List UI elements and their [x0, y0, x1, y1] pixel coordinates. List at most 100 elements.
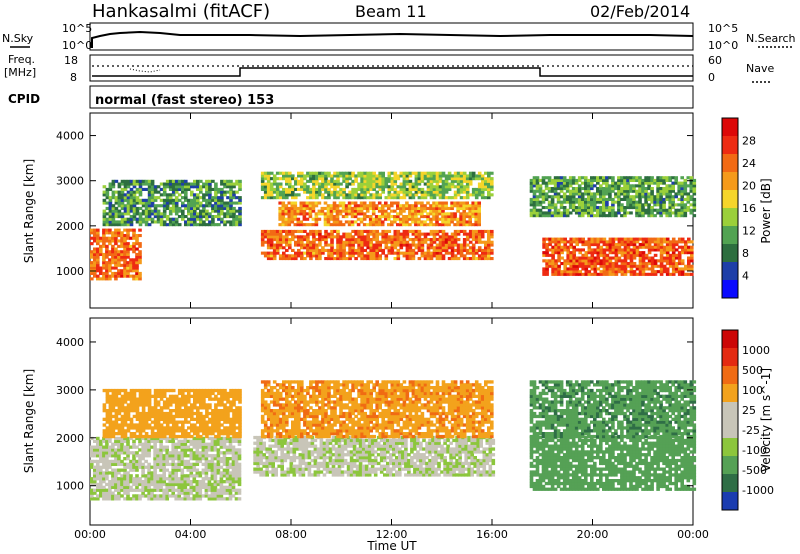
velocity-cell: [144, 480, 148, 484]
power-cell: [141, 209, 146, 213]
power-cell: [423, 209, 427, 213]
power-cell: [441, 243, 446, 247]
power-cell: [420, 212, 424, 216]
power-cell: [405, 215, 409, 219]
power-cell: [683, 214, 688, 218]
velocity-cell: [216, 468, 221, 472]
power-cell: [282, 174, 286, 178]
power-cell: [484, 196, 488, 200]
power-cell: [456, 232, 461, 236]
velocity-cell: [183, 436, 188, 441]
velocity-cell: [210, 445, 215, 449]
power-cell: [465, 193, 470, 197]
power-cell: [551, 264, 555, 268]
power-cell: [111, 185, 116, 189]
velocity-cell: [108, 394, 113, 398]
power-cell: [438, 209, 442, 213]
velocity-cell: [198, 439, 203, 443]
power-cell: [447, 251, 452, 255]
power-cell: [638, 270, 643, 274]
power-cell: [620, 192, 624, 196]
power-cell: [205, 179, 209, 183]
velocity-cell: [102, 459, 106, 464]
power-cell: [345, 174, 349, 178]
velocity-cell: [105, 432, 110, 436]
power-cell: [557, 253, 561, 257]
velocity-cell: [141, 406, 146, 410]
power-cell: [132, 193, 137, 197]
power-cell: [102, 220, 107, 224]
power-cell: [171, 201, 176, 205]
velocity-cell: [102, 436, 106, 441]
power-cell: [378, 174, 382, 178]
power-cell: [674, 240, 679, 244]
velocity-cell: [174, 494, 178, 498]
power-cell: [111, 193, 116, 197]
power-cell: [399, 196, 404, 200]
power-cell: [174, 212, 179, 216]
power-cell: [584, 253, 589, 257]
power-cell: [632, 176, 636, 180]
velocity-cell: [186, 488, 191, 492]
power-cell: [187, 182, 191, 186]
power-cell: [174, 217, 179, 221]
power-cell: [423, 220, 427, 224]
power-cell: [566, 256, 570, 260]
power-cell: [553, 203, 558, 207]
power-cell: [269, 193, 274, 197]
velocity-cell: [231, 451, 236, 455]
power-cell: [668, 192, 672, 196]
power-cell: [269, 177, 274, 181]
power-cell: [550, 206, 555, 210]
power-cell: [572, 264, 576, 268]
velocity-cell: [180, 442, 185, 446]
power-cell: [674, 203, 678, 207]
power-cell: [687, 237, 691, 241]
power-cell: [135, 198, 140, 202]
power-cell: [420, 196, 425, 200]
power-cell: [590, 187, 594, 191]
power-cell: [318, 177, 322, 181]
power-cell: [468, 235, 473, 239]
power-cell: [435, 190, 440, 194]
velocity-cell: [111, 423, 116, 427]
velocity-cell: [111, 391, 116, 396]
power-cell: [153, 206, 158, 210]
power-cell: [132, 228, 136, 232]
power-cell: [650, 240, 655, 244]
power-cell: [229, 204, 233, 208]
velocity-cell: [192, 468, 197, 472]
velocity-cell: [153, 448, 157, 452]
power-cell: [617, 178, 621, 182]
power-cell: [129, 187, 134, 191]
velocity-cell: [117, 429, 122, 433]
power-cell: [574, 206, 579, 210]
power-cell: [459, 215, 463, 219]
velocity-cell: [141, 474, 145, 478]
velocity-cell: [201, 471, 206, 475]
velocity-cell: [120, 488, 124, 492]
power-cell: [690, 264, 694, 268]
power-cell: [611, 256, 616, 260]
power-cell: [336, 196, 340, 200]
power-cell: [453, 254, 458, 258]
power-cell: [114, 190, 119, 194]
power-cell: [680, 200, 684, 204]
velocity-cell: [234, 468, 239, 472]
power-cell: [577, 195, 582, 199]
power-cell: [300, 246, 304, 250]
power-cell: [132, 185, 137, 189]
power-cell: [659, 211, 663, 215]
power-cell: [560, 248, 564, 252]
velocity-cell: [144, 482, 148, 487]
power-cell: [278, 232, 283, 236]
power-cell: [232, 223, 236, 227]
power-cell: [554, 245, 558, 249]
power-cell: [548, 243, 552, 247]
power-cell: [456, 174, 461, 178]
power-cell: [330, 185, 334, 189]
velocity-cell: [222, 462, 227, 466]
power-cell: [408, 257, 413, 261]
power-cell: [677, 259, 682, 263]
velocity-cell: [204, 454, 209, 458]
